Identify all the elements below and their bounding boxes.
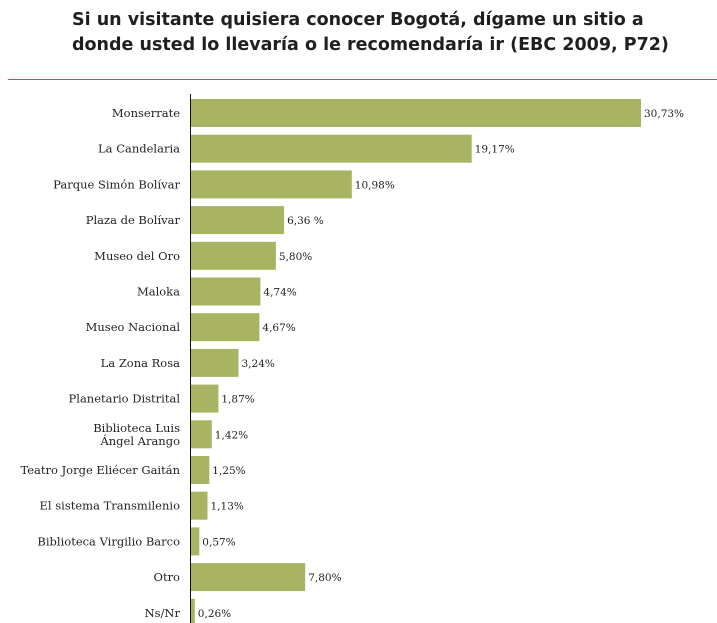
value-label: 1,87% — [221, 394, 254, 406]
value-label: 1,25% — [212, 465, 245, 477]
bar — [191, 277, 261, 306]
value-label: 3,24% — [242, 358, 275, 370]
bar — [191, 313, 260, 342]
category-label: El sistema Transmilenio — [40, 499, 181, 513]
bar — [191, 563, 306, 592]
category-label: Planetario Distrital — [69, 392, 181, 406]
chart-title: Si un visitante quisiera conocer Bogotá,… — [72, 10, 669, 55]
title-divider — [8, 79, 717, 80]
bar — [191, 456, 210, 484]
bar-series: Monserrate 30,73% La Candelaria 19,17% Parqu… — [20, 99, 684, 623]
bar — [191, 598, 195, 623]
category-label: Museo Nacional — [86, 320, 181, 334]
bar — [191, 491, 208, 520]
category-label: La Zona Rosa — [101, 356, 180, 370]
bar — [191, 206, 285, 235]
value-label: 1,42% — [215, 429, 248, 441]
category-label: Monserrate — [112, 106, 180, 120]
category-label: Biblioteca Virgilio Barco — [37, 534, 180, 548]
bar — [191, 241, 276, 270]
bar — [191, 134, 472, 163]
bar — [191, 384, 219, 413]
category-label: Parque Simón Bolívar — [53, 177, 180, 191]
value-label: 4,67% — [262, 322, 295, 334]
bar — [191, 527, 200, 556]
value-label: 30,73% — [644, 108, 684, 120]
value-label: 5,80% — [279, 251, 312, 263]
category-label: Biblioteca Luis Ángel Arango — [93, 421, 180, 448]
bar — [191, 170, 352, 199]
bar — [191, 99, 641, 127]
category-label: Plaza de Bolívar — [86, 213, 181, 227]
value-label: 4,74% — [263, 287, 296, 299]
category-label: Otro — [154, 570, 181, 584]
bar — [191, 348, 239, 377]
category-label: Teatro Jorge Eliécer Gaitán — [20, 463, 180, 477]
category-label: La Candelaria — [98, 142, 180, 156]
category-label: Maloka — [137, 285, 180, 299]
bar — [191, 420, 212, 449]
category-label: Museo del Oro — [94, 249, 180, 263]
category-label: Ns/Nr — [145, 606, 181, 620]
value-label: 0,57% — [202, 536, 235, 548]
value-label: 6,36 % — [287, 215, 324, 227]
value-label: 7,80% — [308, 572, 341, 584]
value-label: 19,17% — [475, 144, 515, 156]
value-label: 0,26% — [198, 608, 231, 620]
value-label: 1,13% — [211, 501, 244, 513]
value-label: 10,98% — [355, 179, 395, 191]
